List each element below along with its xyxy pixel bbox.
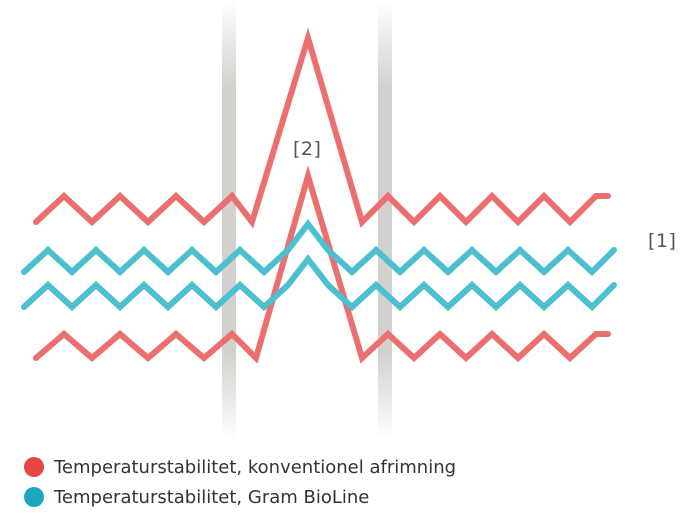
defrost-band-left bbox=[222, 0, 236, 440]
legend-label-bioline: Temperaturstabilitet, Gram BioLine bbox=[54, 486, 370, 508]
legend-item-bioline: Temperaturstabilitet, Gram BioLine bbox=[24, 482, 456, 512]
blue-dot-icon bbox=[24, 487, 44, 507]
conventional-wave-upper bbox=[33, 27, 611, 229]
defrost-band-right bbox=[378, 0, 392, 440]
legend-item-conventional: Temperaturstabilitet, konventionel afrim… bbox=[24, 452, 456, 482]
legend-label-conventional: Temperaturstabilitet, konventionel afrim… bbox=[54, 456, 457, 478]
callout-label-2: [2] bbox=[293, 138, 322, 160]
callout-label-1: [1] bbox=[648, 230, 677, 252]
legend: Temperaturstabilitet, konventionel afrim… bbox=[24, 452, 456, 512]
conventional-wave-lower bbox=[33, 165, 611, 364]
red-dot-icon bbox=[24, 457, 44, 477]
bioline-wave-lower bbox=[21, 254, 617, 312]
bioline-wave-upper bbox=[21, 219, 617, 277]
